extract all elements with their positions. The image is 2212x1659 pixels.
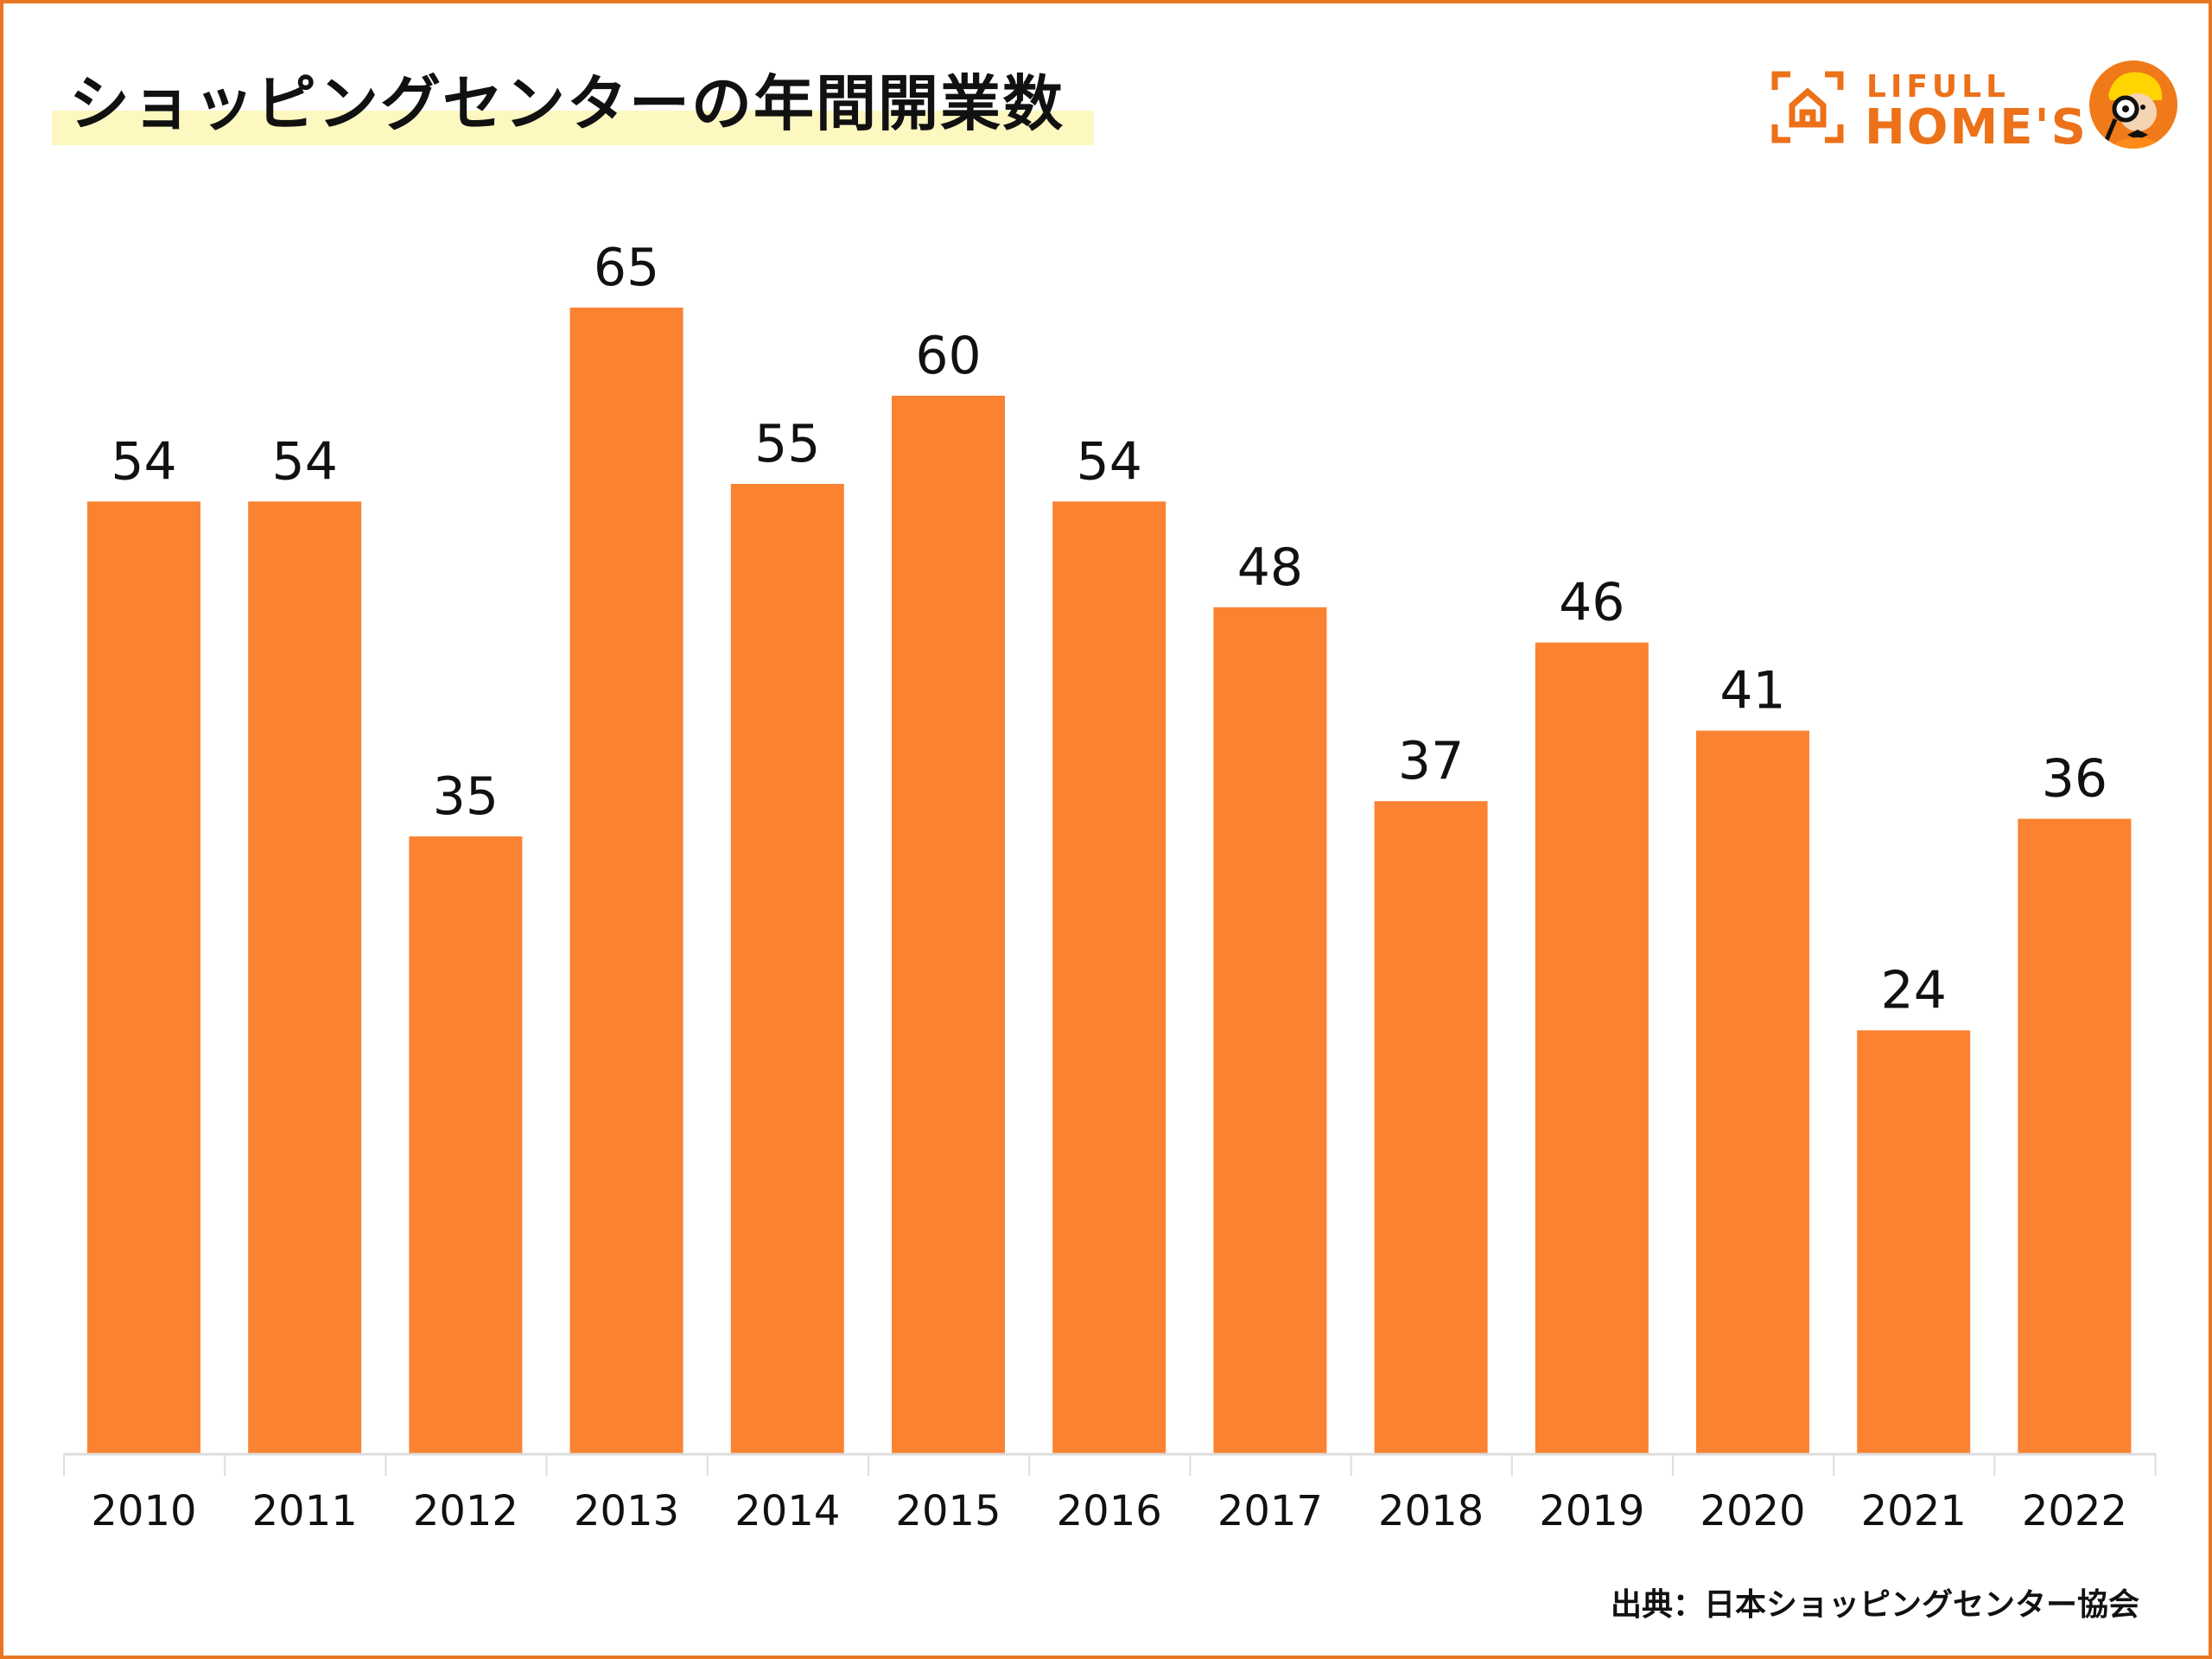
data-label-2017: 48	[1237, 537, 1303, 598]
data-label-2021: 24	[1881, 960, 1947, 1020]
data-label-2013: 65	[594, 238, 659, 298]
x-tick-label-2013: 2013	[574, 1487, 679, 1535]
x-tick-label-2015: 2015	[895, 1487, 1001, 1535]
logo-text-homes: HOME'S	[1865, 99, 2088, 156]
bar-2012	[409, 836, 523, 1453]
house-bracket-icon	[1771, 71, 1844, 143]
x-tick-label-2022: 2022	[2022, 1487, 2127, 1535]
data-label-2019: 46	[1559, 573, 1624, 633]
mascot-magnifier-icon	[2089, 60, 2177, 149]
bar-2021	[1857, 1030, 1971, 1453]
x-tick-label-2019: 2019	[1539, 1487, 1644, 1535]
data-label-2012: 35	[433, 766, 499, 827]
data-label-2016: 54	[1077, 431, 1142, 492]
x-tick-label-2020: 2020	[1700, 1487, 1805, 1535]
bar-2010	[87, 501, 200, 1453]
x-tick-label-2012: 2012	[413, 1487, 518, 1535]
x-tick-label-2021: 2021	[1861, 1487, 1967, 1535]
x-tick-label-2017: 2017	[1217, 1487, 1323, 1535]
bar-2018	[1374, 801, 1488, 1453]
bar-2019	[1535, 642, 1649, 1453]
logo-text-lifull: LIFULL	[1866, 69, 2011, 105]
title-block: ショッピングセンターの年間開業数	[52, 60, 1094, 147]
bar-2022	[2018, 818, 2132, 1453]
data-label-2020: 41	[1719, 661, 1785, 721]
source-note: 出典：日本ショッピングセンター協会	[1610, 1587, 2139, 1623]
x-tick-label-2010: 2010	[91, 1487, 196, 1535]
data-label-2015: 60	[915, 326, 981, 386]
data-label-2018: 37	[1398, 731, 1464, 791]
x-tick-label-2011: 2011	[252, 1487, 358, 1535]
data-label-2011: 54	[272, 431, 338, 492]
data-label-2022: 36	[2042, 749, 2107, 810]
bar-2011	[248, 501, 362, 1453]
bar-2013	[569, 308, 683, 1453]
bar-2016	[1052, 501, 1166, 1453]
data-label-2010: 54	[111, 431, 176, 492]
bar-2015	[892, 396, 1005, 1453]
bar-2020	[1696, 730, 1809, 1453]
brand-logo: LIFULL HOME'S	[1771, 60, 2177, 156]
bar-2017	[1213, 607, 1327, 1453]
title-highlight	[52, 111, 1094, 145]
data-label-2014: 55	[754, 414, 820, 474]
chart-title: ショッピングセンターの年間開業数	[69, 68, 1065, 139]
bar-2014	[730, 484, 844, 1453]
x-tick-label-2018: 2018	[1378, 1487, 1484, 1535]
x-tick-label-2016: 2016	[1057, 1487, 1162, 1535]
x-tick-label-2014: 2014	[734, 1487, 840, 1535]
